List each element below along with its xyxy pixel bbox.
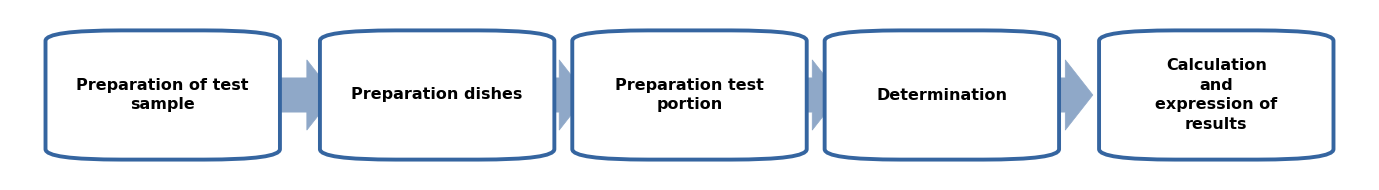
FancyBboxPatch shape — [572, 30, 807, 160]
Text: Preparation dishes: Preparation dishes — [352, 88, 523, 102]
Text: Calculation
and
expression of
results: Calculation and expression of results — [1156, 58, 1277, 132]
Text: Determination: Determination — [877, 88, 1007, 102]
Polygon shape — [265, 60, 334, 130]
FancyBboxPatch shape — [825, 30, 1059, 160]
Text: Preparation of test
sample: Preparation of test sample — [76, 78, 250, 112]
FancyBboxPatch shape — [320, 30, 554, 160]
Polygon shape — [519, 60, 587, 130]
Text: Preparation test
portion: Preparation test portion — [615, 78, 764, 112]
FancyBboxPatch shape — [46, 30, 280, 160]
FancyBboxPatch shape — [1099, 30, 1333, 160]
Polygon shape — [1023, 60, 1094, 130]
Polygon shape — [771, 60, 840, 130]
